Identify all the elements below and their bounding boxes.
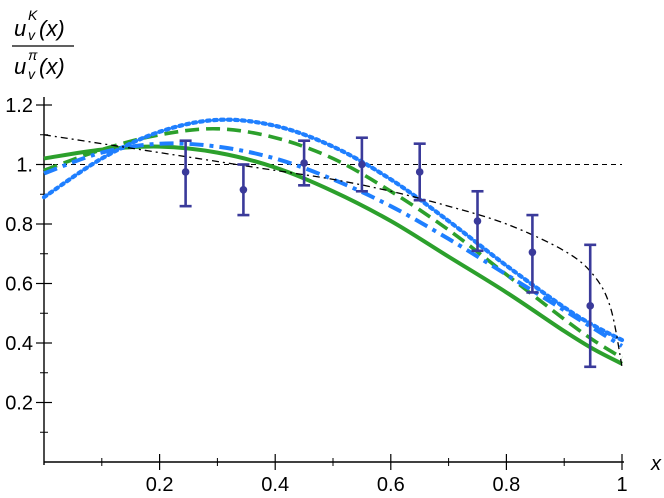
series-line-solid xyxy=(43,144,623,366)
data-point xyxy=(239,185,248,194)
x-tick-label: 1 xyxy=(616,474,627,496)
data-points xyxy=(179,136,597,369)
x-axis-label: x xyxy=(650,453,662,475)
x-tick-label: 0.6 xyxy=(377,474,405,496)
x-tick-label: 0.2 xyxy=(146,474,174,496)
data-point xyxy=(415,168,424,176)
y-tick-label: 0.6 xyxy=(5,274,33,296)
data-point xyxy=(181,168,190,176)
y-label-den-base: u xyxy=(14,54,26,79)
series-line-dashed xyxy=(43,126,623,360)
y-label-den-sub: v xyxy=(28,66,36,82)
y-tick-label: 0.2 xyxy=(5,393,33,415)
data-point xyxy=(358,160,366,169)
y-label-num-arg: (x) xyxy=(39,16,65,41)
y-label-num-base: u xyxy=(14,16,26,41)
y-tick-label: 0.4 xyxy=(5,333,33,355)
y-tick-label: 1. xyxy=(16,155,33,177)
y-tick-label: 0.8 xyxy=(5,214,33,236)
y-label-num-sup: K xyxy=(28,7,38,23)
data-point xyxy=(528,248,537,257)
data-point xyxy=(586,302,595,310)
curves xyxy=(41,117,625,367)
series-line-dashdot-thin xyxy=(43,134,623,367)
series-line-dotted xyxy=(41,117,625,343)
y-label-num-sub: v xyxy=(28,27,36,43)
y-label-den-arg: (x) xyxy=(39,54,65,79)
axes: 0.2 0.4 0.6 0.8 1 0.2 0.4 0.6 0.8 1. 1.2 xyxy=(5,95,627,496)
data-point xyxy=(300,159,308,167)
x-tick-label: 0.4 xyxy=(261,474,289,496)
y-label-den-sup: π xyxy=(28,47,38,63)
y-axis-label: u K v (x) u π v (x) xyxy=(12,7,74,82)
x-tick-label: 0.8 xyxy=(492,474,520,496)
series-line-dashdot xyxy=(43,141,624,348)
y-tick-label: 1.2 xyxy=(5,95,33,117)
data-point xyxy=(473,217,482,225)
